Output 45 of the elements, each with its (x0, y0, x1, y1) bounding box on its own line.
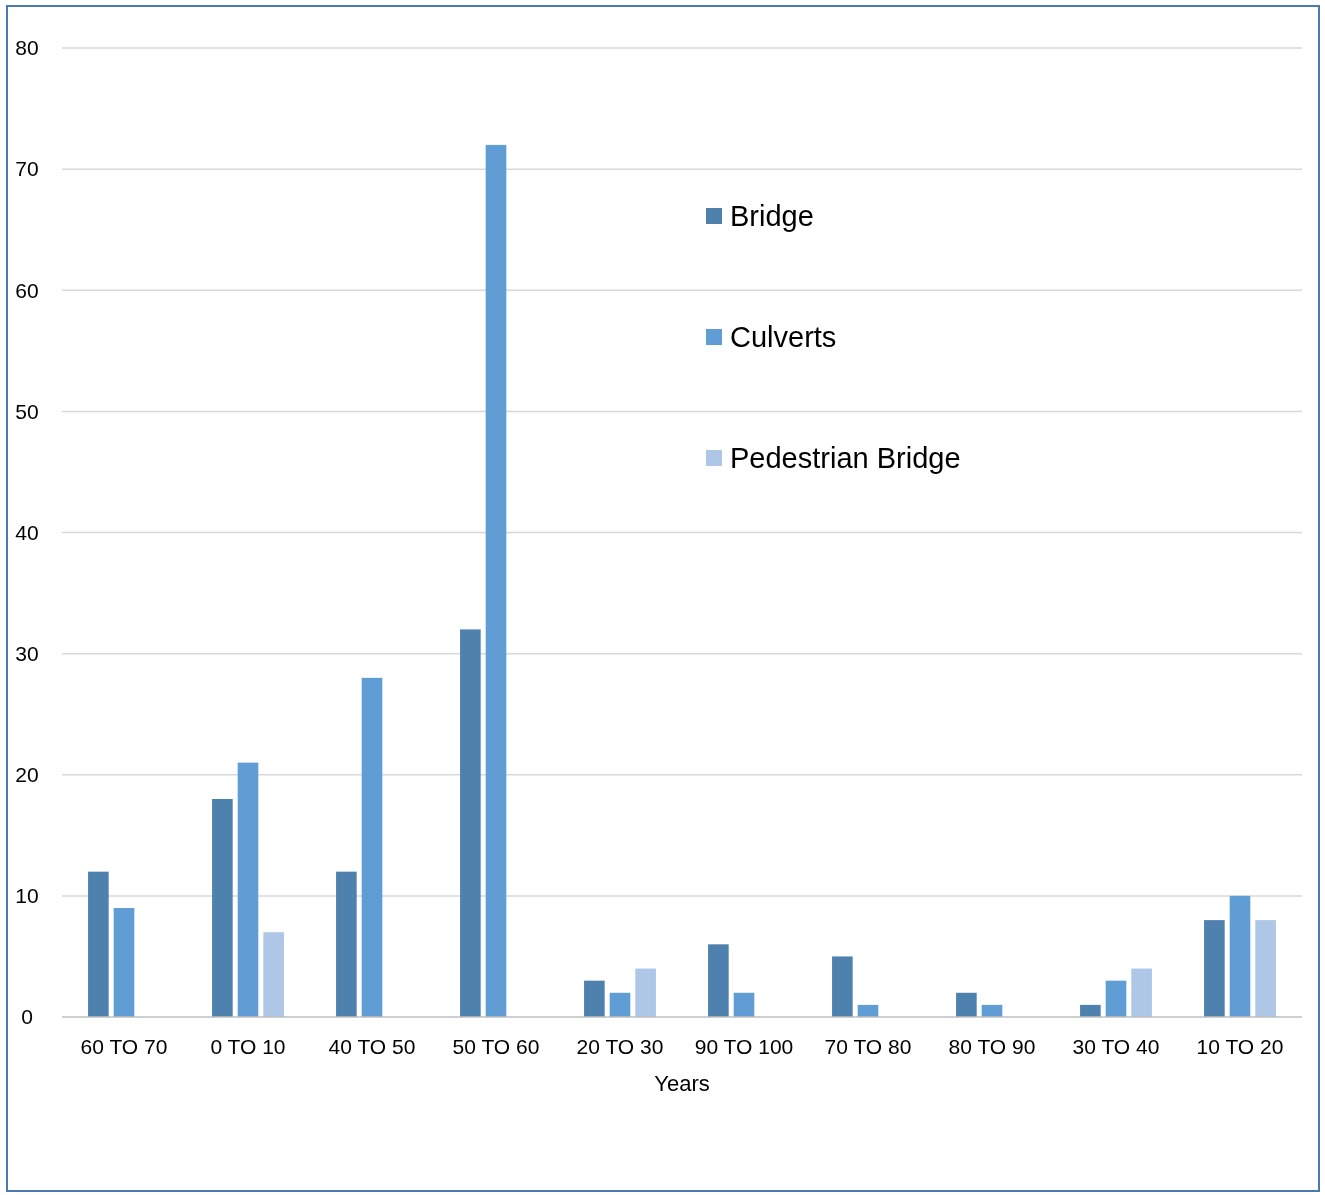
legend-label: Pedestrian Bridge (730, 442, 961, 475)
y-tick-label: 40 (15, 520, 39, 544)
y-tick-label: 80 (15, 36, 39, 60)
bar (263, 932, 284, 1017)
x-tick-label: 40 TO 50 (328, 1035, 416, 1058)
bar (1131, 968, 1152, 1017)
bar (956, 992, 977, 1017)
bar (1204, 920, 1225, 1017)
bar (237, 762, 259, 1017)
bar (1080, 1004, 1101, 1017)
y-tick-label: 20 (15, 763, 39, 787)
y-tick-label: 70 (15, 157, 39, 181)
legend-label: Culverts (730, 321, 837, 354)
bar (733, 992, 755, 1017)
y-tick-label: 60 (15, 278, 39, 302)
bar (212, 798, 233, 1017)
x-tick-label: 90 TO 100 (694, 1035, 794, 1058)
x-tick-label: 50 TO 60 (452, 1035, 540, 1058)
x-tick-label: 60 TO 70 (80, 1035, 168, 1058)
bar (609, 992, 631, 1017)
legend-label: Bridge (730, 200, 814, 233)
bar (336, 871, 357, 1017)
bar (88, 871, 109, 1017)
y-tick-label: 30 (15, 641, 39, 665)
bar (1105, 980, 1127, 1017)
bar (113, 907, 135, 1017)
bar (708, 944, 729, 1017)
bar (635, 968, 656, 1017)
y-tick-label: 10 (15, 884, 39, 908)
y-tick-label: 50 (15, 399, 39, 423)
x-tick-label: 30 TO 40 (1072, 1035, 1160, 1058)
x-axis-title: Years (654, 1071, 710, 1096)
bar (1255, 920, 1276, 1017)
x-tick-label: 0 TO 10 (210, 1035, 286, 1058)
x-tick-label: 80 TO 90 (948, 1035, 1036, 1058)
bar (361, 677, 383, 1017)
bar (460, 629, 481, 1017)
bar (832, 956, 853, 1017)
bar (1229, 895, 1251, 1017)
x-tick-label: 70 TO 80 (824, 1035, 912, 1058)
x-tick-label: 20 TO 30 (576, 1035, 664, 1058)
bar (584, 980, 605, 1017)
bar (485, 144, 507, 1017)
y-tick-label: 0 (21, 1005, 33, 1029)
x-tick-label: 10 TO 20 (1196, 1035, 1284, 1058)
